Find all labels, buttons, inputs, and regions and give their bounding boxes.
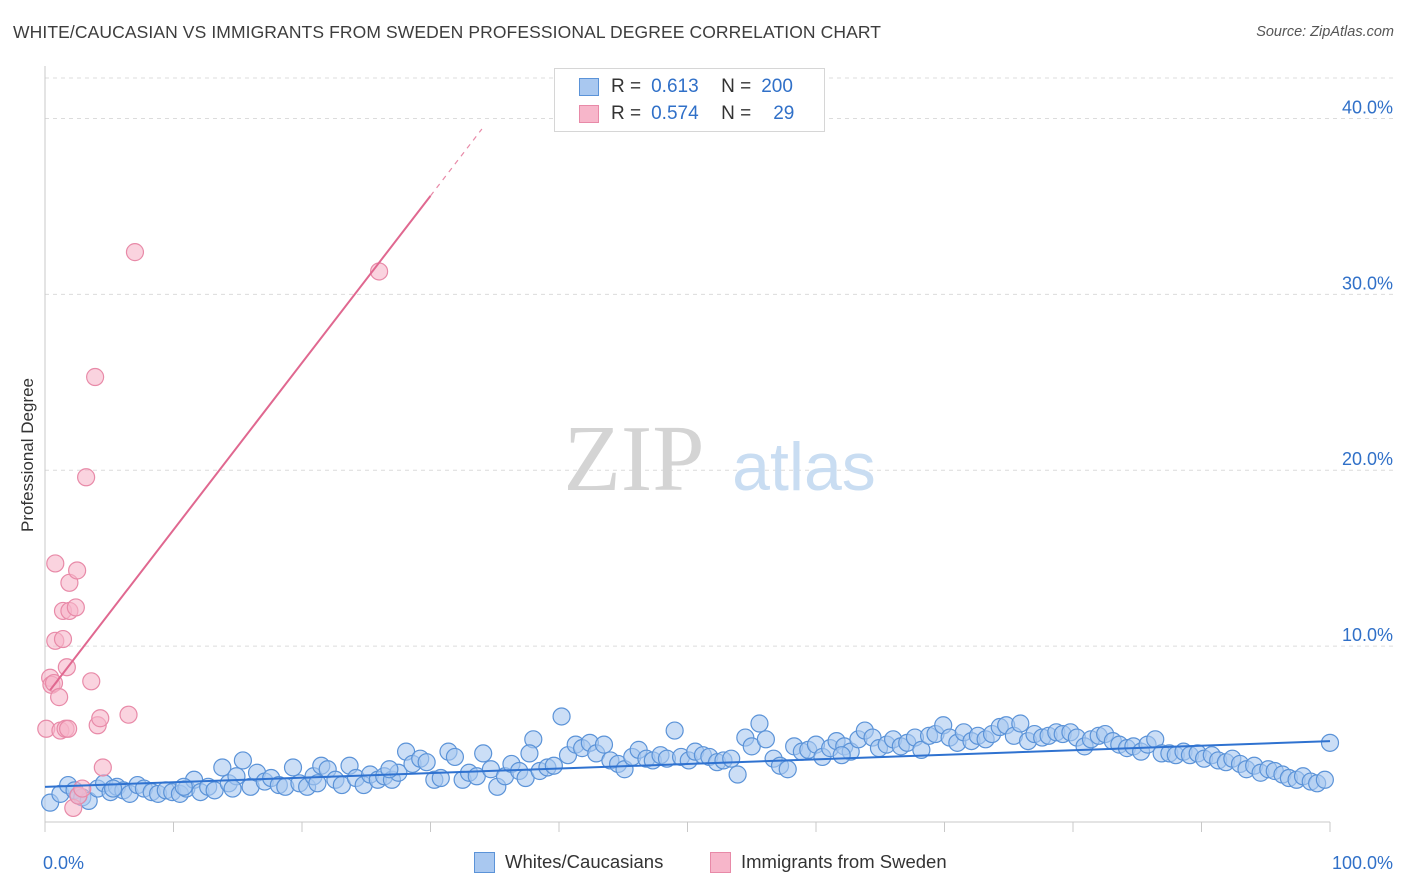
- chart-title: WHITE/CAUCASIAN VS IMMIGRANTS FROM SWEDE…: [13, 22, 882, 42]
- sweden-point: [68, 561, 87, 580]
- y-tick-label: 40.0%: [1342, 97, 1393, 117]
- whites-trend-line: [44, 740, 1331, 788]
- source-label: Source: ZipAtlas.com: [1256, 24, 1394, 40]
- whites-point: [832, 746, 851, 765]
- whites-point: [474, 744, 493, 763]
- trend-lines: [44, 128, 1331, 788]
- watermark-zip: ZIP: [564, 407, 705, 511]
- legend-row-whites: R = 0.613 N = 200: [579, 75, 793, 99]
- n-value: 29: [773, 103, 795, 124]
- sweden-point: [53, 629, 73, 649]
- sweden-point: [82, 672, 101, 691]
- correlation-legend: R = 0.613 N = 200 R = 0.574 N = 29: [554, 68, 825, 132]
- sweden-point: [66, 598, 85, 617]
- whites-point: [756, 730, 775, 749]
- legend-swatch-pink: [579, 105, 599, 123]
- legend-swatch-whites: [474, 851, 495, 873]
- legend-label-sweden: Immigrants from Sweden: [741, 851, 947, 872]
- legend-label-whites: Whites/Caucasians: [505, 851, 664, 872]
- whites-point: [750, 714, 769, 733]
- sweden-point: [46, 554, 65, 573]
- axes: [44, 66, 1331, 832]
- whites-point: [417, 753, 436, 772]
- y-tick-label: 10.0%: [1342, 625, 1393, 645]
- whites-point: [778, 760, 797, 779]
- legend-swatch-sweden: [710, 851, 731, 873]
- whites-point: [308, 774, 327, 793]
- n-value: 200: [761, 76, 793, 97]
- r-label: R =: [611, 76, 642, 97]
- watermark-atlas: atlas: [732, 429, 876, 505]
- y-tick-label: 20.0%: [1342, 449, 1393, 469]
- whites-point: [213, 758, 232, 777]
- sweden-points: [37, 243, 389, 818]
- whites-point: [1320, 733, 1340, 752]
- sweden-point: [73, 779, 92, 798]
- r-label: R =: [611, 103, 642, 124]
- gridlines: [45, 77, 1393, 647]
- whites-point: [104, 779, 123, 798]
- x-tick-label-min: 0.0%: [43, 853, 84, 873]
- n-label: N =: [721, 76, 752, 97]
- whites-point: [1315, 770, 1334, 789]
- whites-point: [728, 765, 747, 784]
- legend-item-whites[interactable]: Whites/Caucasians: [474, 851, 663, 873]
- whites-point: [912, 740, 931, 759]
- sweden-trend-extension: [430, 128, 483, 197]
- whites-point: [520, 744, 539, 763]
- sweden-point: [77, 468, 96, 487]
- sweden-point: [125, 243, 145, 262]
- whites-point: [445, 747, 465, 767]
- whites-point: [544, 756, 563, 775]
- n-label: N =: [721, 103, 752, 124]
- whites-point: [552, 707, 571, 726]
- whites-point: [283, 758, 303, 777]
- whites-point: [223, 779, 242, 798]
- sweden-point: [86, 367, 105, 387]
- sweden-point: [50, 688, 69, 707]
- legend-swatch-blue: [579, 78, 599, 96]
- sweden-point: [59, 719, 78, 738]
- sweden-point: [91, 709, 110, 728]
- sweden-point: [93, 758, 112, 777]
- whites-point: [594, 735, 614, 754]
- sweden-trend-line: [49, 195, 432, 691]
- whites-point: [1011, 714, 1030, 733]
- x-tick-label-max: 100.0%: [1332, 853, 1393, 873]
- r-value: 0.574: [651, 103, 699, 124]
- legend-row-sweden: R = 0.574 N = 29: [579, 102, 794, 126]
- watermark: ZIP atlas: [564, 407, 876, 511]
- whites-point: [665, 721, 684, 740]
- r-value: 0.613: [651, 76, 699, 97]
- sweden-point: [119, 705, 138, 724]
- whites-point: [233, 751, 252, 770]
- whites-point: [722, 749, 741, 768]
- tick-labels: 10.0% 20.0% 30.0% 40.0% 0.0% 100.0%: [43, 97, 1393, 873]
- whites-points: [41, 707, 1340, 812]
- legend-item-sweden[interactable]: Immigrants from Sweden: [710, 851, 947, 873]
- y-tick-label: 30.0%: [1342, 273, 1393, 293]
